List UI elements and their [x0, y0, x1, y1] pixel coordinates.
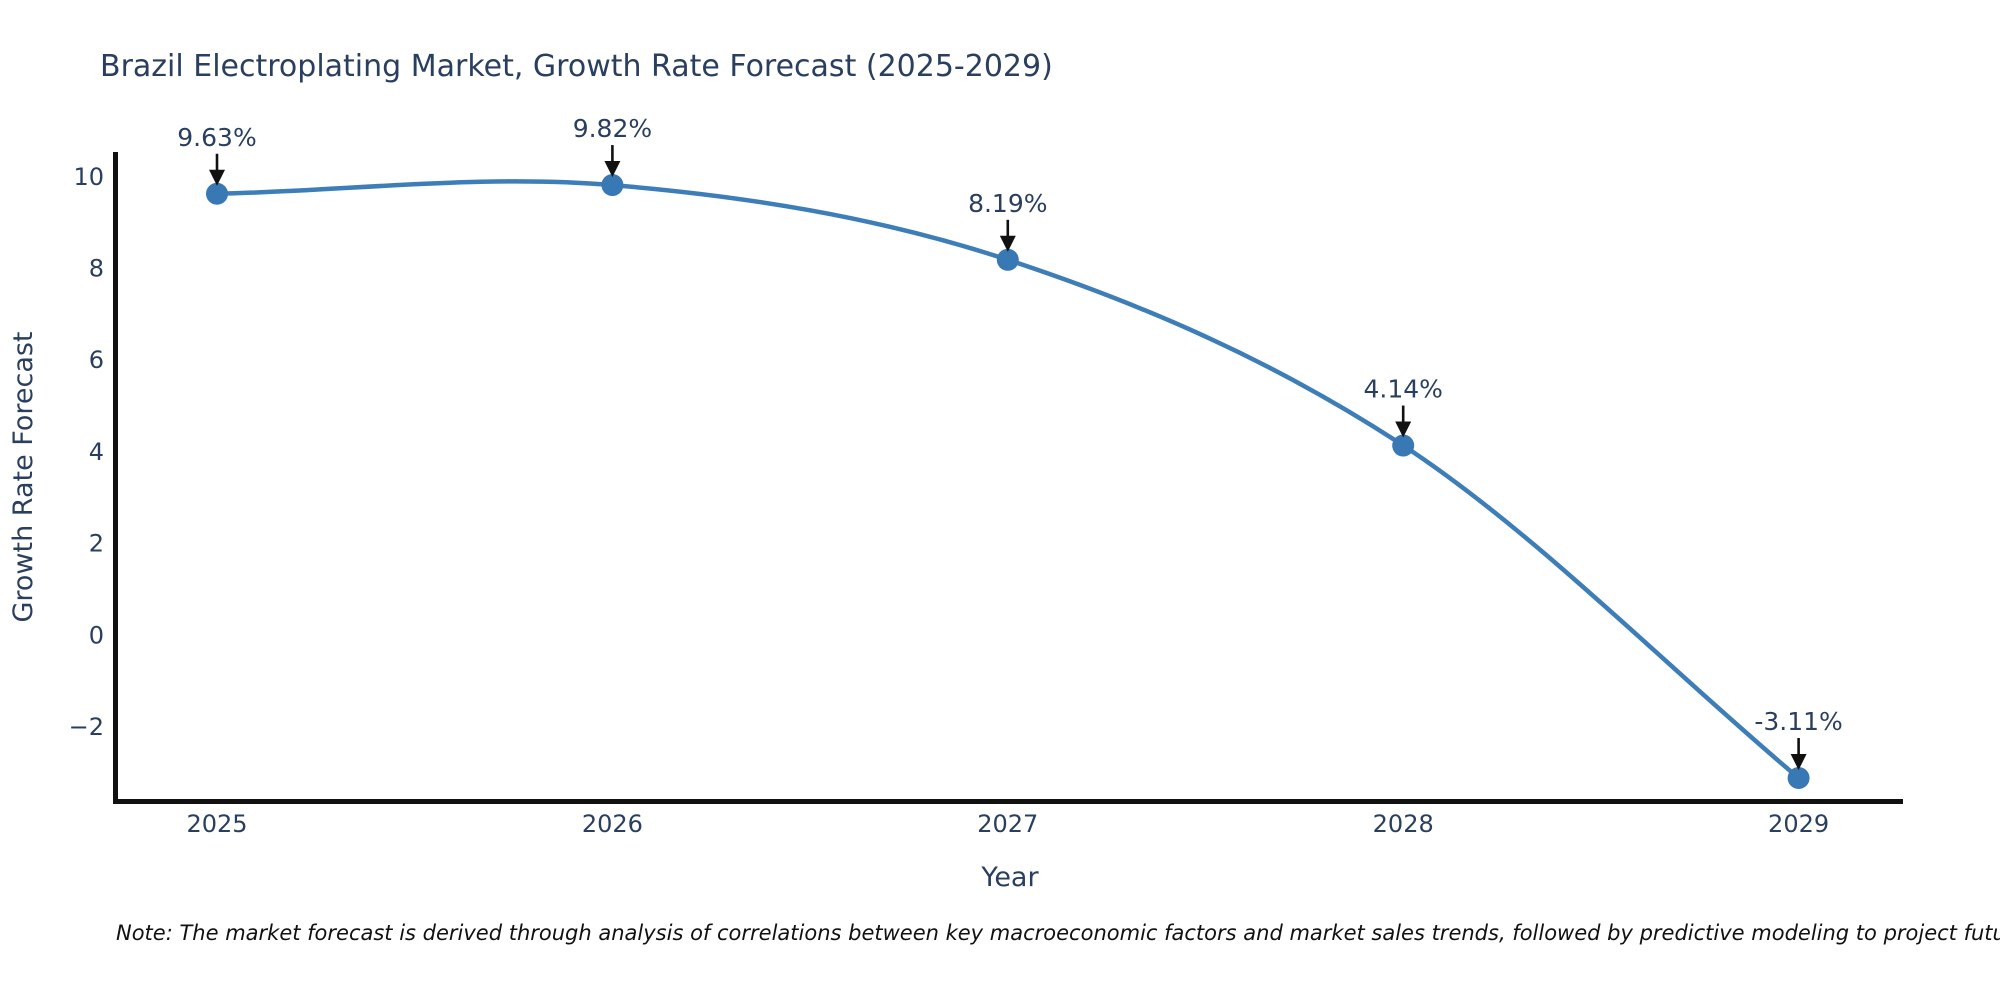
y-tick-label: 2: [89, 530, 104, 558]
data-point-2028: [1392, 434, 1415, 457]
x-axis-ticks: 2025 2026 2027 2028 2029: [186, 810, 1829, 838]
x-axis-title: Year: [980, 862, 1039, 893]
y-axis-title: Growth Rate Forecast: [8, 331, 39, 622]
y-tick-label: 8: [89, 255, 104, 283]
y-tick-label: 4: [89, 438, 104, 466]
y-tick-label: −2: [69, 713, 104, 741]
point-annotations: 9.63% 9.82% 8.19% 4.14% -3.11%: [177, 114, 1843, 771]
x-axis-line: [113, 799, 1903, 804]
annotation-arrow-head: [1790, 754, 1807, 771]
line-series: [206, 174, 1810, 790]
y-tick-label: 10: [73, 163, 104, 191]
chart-title: Brazil Electroplating Market, Growth Rat…: [100, 49, 1053, 84]
y-axis-line: [113, 152, 118, 804]
x-tick-label: 2027: [977, 810, 1038, 838]
annotation-arrow-head: [1395, 421, 1412, 438]
axis-spines: [113, 152, 1903, 804]
y-axis-ticks: 10 8 6 4 2 0 −2: [69, 163, 104, 741]
annotation-arrow-head: [999, 235, 1016, 252]
x-tick-label: 2026: [582, 810, 643, 838]
data-point-2029: [1787, 767, 1810, 790]
point-value-label: -3.11%: [1754, 707, 1842, 736]
data-point-2027: [996, 248, 1019, 271]
x-tick-label: 2025: [186, 810, 247, 838]
point-value-label: 9.82%: [573, 114, 652, 143]
x-tick-label: 2029: [1768, 810, 1829, 838]
x-tick-label: 2028: [1373, 810, 1434, 838]
y-tick-label: 0: [89, 621, 104, 649]
point-value-label: 9.63%: [177, 123, 256, 152]
annotation-arrow-head: [604, 161, 621, 178]
footnote: Note: The market forecast is derived thr…: [116, 921, 2000, 945]
point-value-label: 8.19%: [968, 189, 1047, 218]
data-point-2025: [206, 182, 228, 205]
annotation-arrow-head: [209, 169, 225, 186]
data-point-2026: [601, 174, 624, 197]
y-tick-label: 6: [89, 346, 104, 374]
trend-line: [214, 179, 1801, 781]
point-value-label: 4.14%: [1363, 375, 1442, 404]
